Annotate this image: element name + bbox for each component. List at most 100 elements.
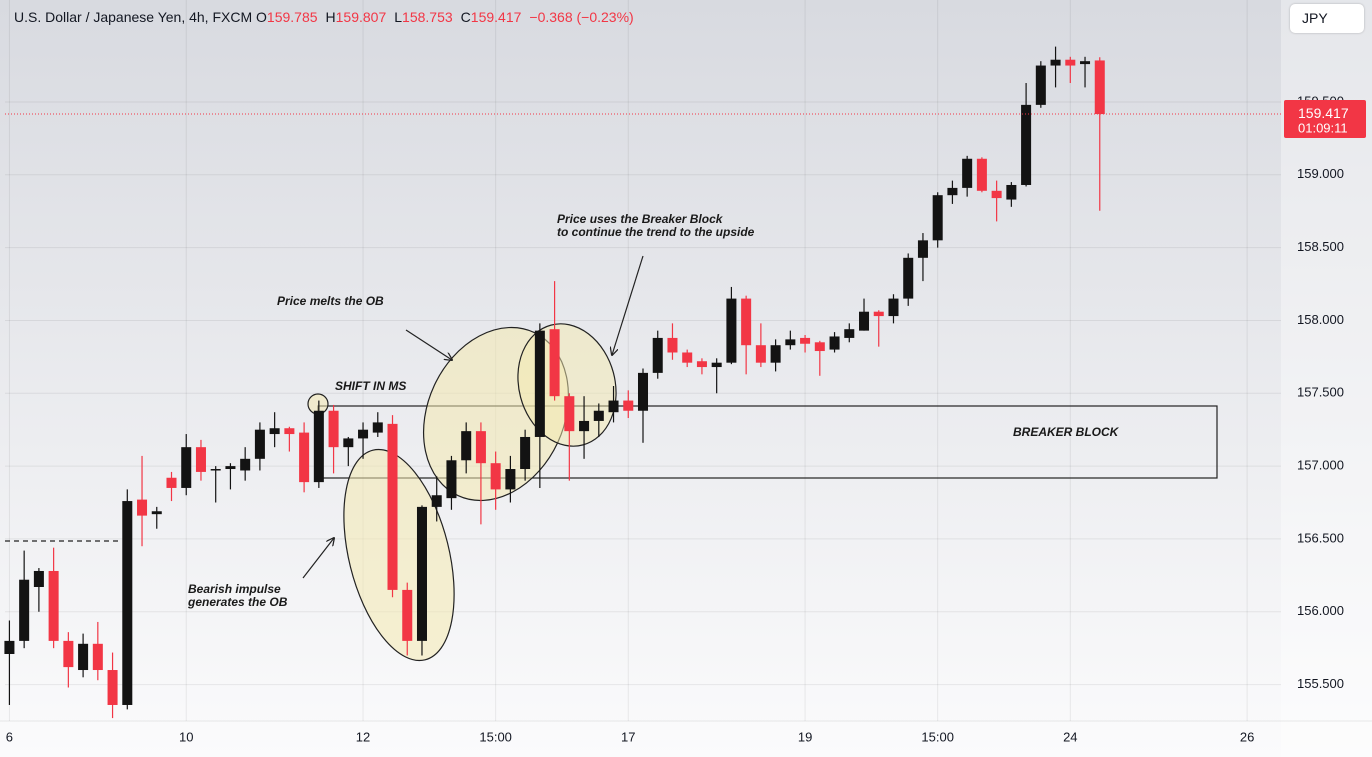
x-tick-label: 19 bbox=[798, 729, 812, 744]
candle-body bbox=[520, 436, 531, 470]
candle-body bbox=[431, 495, 442, 507]
ohlc-value: 159.807 bbox=[335, 9, 387, 25]
legend-header: U.S. Dollar / Japanese Yen, 4h, FXCM O15… bbox=[14, 9, 642, 25]
candle-body bbox=[608, 400, 619, 413]
candle-body bbox=[63, 640, 74, 668]
candle-body bbox=[932, 195, 943, 241]
x-tick-label: 26 bbox=[1240, 729, 1254, 744]
ohlc-key: L bbox=[394, 9, 403, 25]
candle-body bbox=[225, 466, 236, 470]
candle-body bbox=[534, 330, 545, 437]
candle-body bbox=[1021, 104, 1032, 185]
annotation: to continue the trend to the upside bbox=[557, 225, 755, 239]
x-tick-label: 12 bbox=[356, 729, 370, 744]
candle-body bbox=[917, 240, 928, 258]
candle-body bbox=[299, 432, 310, 483]
x-tick-label: 17 bbox=[621, 729, 635, 744]
candle-body bbox=[387, 423, 398, 590]
y-tick-label: 158.500 bbox=[1297, 239, 1344, 254]
annotation: Price melts the OB bbox=[277, 294, 384, 308]
annotation: Price uses the Breaker Block bbox=[557, 212, 724, 226]
symbol: U.S. Dollar / Japanese Yen, 4h, FXCM bbox=[14, 9, 253, 25]
candle-body bbox=[195, 447, 206, 472]
candle-body bbox=[33, 570, 44, 587]
y-tick-label: 156.500 bbox=[1297, 530, 1344, 545]
candle-body bbox=[755, 345, 766, 363]
candles bbox=[4, 46, 1105, 719]
candle-body bbox=[667, 337, 678, 353]
candle-body bbox=[741, 298, 752, 346]
arrow bbox=[612, 255, 644, 355]
ohlc-value: 159.785 bbox=[266, 9, 318, 25]
candle-body bbox=[210, 469, 221, 471]
candle-body bbox=[313, 410, 324, 483]
price-tag bbox=[1284, 100, 1366, 139]
candle-body bbox=[637, 372, 649, 411]
annotation: SHIFT IN MS bbox=[335, 379, 406, 393]
candle-body bbox=[254, 429, 265, 459]
candle-body bbox=[829, 336, 840, 350]
candle-body bbox=[505, 469, 516, 490]
candle-body bbox=[461, 431, 472, 461]
candle-body bbox=[844, 329, 855, 338]
x-tick-label: 15:00 bbox=[921, 729, 954, 744]
ohlc-key: O bbox=[256, 9, 267, 25]
candle-body bbox=[962, 158, 973, 188]
candle-body bbox=[976, 158, 987, 191]
candle-body bbox=[888, 298, 899, 317]
currency-button[interactable]: JPY bbox=[1290, 4, 1364, 33]
candle-body bbox=[137, 499, 148, 516]
candle-body bbox=[1065, 59, 1076, 66]
candle-body bbox=[785, 339, 796, 346]
candle-body bbox=[78, 643, 89, 671]
x-tick-label: 15:00 bbox=[479, 729, 512, 744]
candle-body bbox=[593, 410, 604, 421]
candle-body bbox=[814, 342, 825, 352]
ohlc-key: H bbox=[325, 9, 336, 25]
candle-body bbox=[343, 438, 354, 448]
candle-body bbox=[859, 311, 870, 331]
annotation: generates the OB bbox=[187, 595, 288, 609]
y-tick-label: 158.000 bbox=[1297, 312, 1344, 327]
candle-body bbox=[623, 400, 634, 411]
candle-body bbox=[372, 422, 383, 433]
candle-body bbox=[284, 428, 295, 435]
y-tick-label: 156.000 bbox=[1297, 603, 1344, 618]
y-tick-label: 155.500 bbox=[1297, 676, 1344, 691]
candle-body bbox=[696, 361, 707, 368]
arrow bbox=[302, 538, 334, 579]
candle-body bbox=[328, 410, 339, 448]
candle-body bbox=[475, 431, 486, 464]
annotation: Bearish impulse bbox=[188, 582, 281, 596]
candle-body bbox=[682, 352, 693, 363]
candle-body bbox=[48, 570, 59, 641]
candle-body bbox=[1006, 184, 1017, 200]
ohlc-value: 159.417 bbox=[470, 9, 522, 25]
candle-body bbox=[151, 511, 162, 515]
candle-body bbox=[19, 579, 30, 641]
candle-body bbox=[416, 506, 427, 641]
candle-body bbox=[446, 460, 457, 499]
candle-body bbox=[991, 190, 1002, 199]
price-tag-countdown: 01:09:11 bbox=[1298, 120, 1348, 135]
y-tick-label: 159.000 bbox=[1297, 166, 1344, 181]
candle-body bbox=[549, 329, 560, 397]
candle-body bbox=[1094, 60, 1105, 115]
candle-body bbox=[402, 589, 413, 641]
candle-body bbox=[770, 345, 781, 363]
annotations: SHIFT IN MS Price melts the OB Price use… bbox=[187, 212, 1120, 609]
annotation: BREAKER BLOCK bbox=[1013, 425, 1120, 439]
ohlc-key: C bbox=[460, 9, 471, 25]
candle-body bbox=[726, 298, 737, 363]
candle-body bbox=[564, 396, 575, 432]
candle-body bbox=[269, 428, 280, 435]
change: −0.368 (−0.23%) bbox=[529, 9, 634, 25]
candle-body bbox=[579, 420, 590, 432]
ohlc-value: 158.753 bbox=[402, 9, 453, 25]
candle-body bbox=[947, 187, 958, 196]
